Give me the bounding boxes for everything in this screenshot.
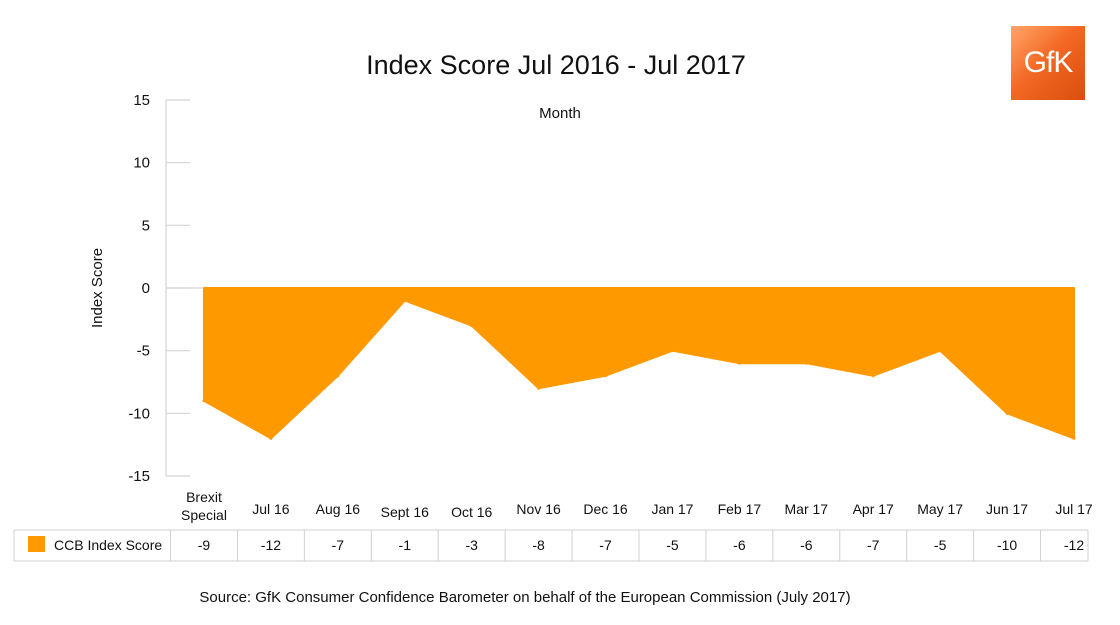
source-note: Source: GfK Consumer Confidence Baromete… bbox=[199, 589, 851, 606]
y-tick-label: -10 bbox=[128, 405, 150, 422]
gfk-logo: GfK bbox=[1011, 26, 1085, 100]
x-tick-label: Feb 17 bbox=[718, 501, 762, 517]
table-value: -8 bbox=[532, 537, 545, 553]
table-value: -3 bbox=[465, 537, 478, 553]
x-tick-label: May 17 bbox=[917, 501, 963, 517]
table-value: -1 bbox=[399, 537, 412, 553]
table-value: -5 bbox=[666, 537, 679, 553]
x-tick-label: Jun 17 bbox=[986, 501, 1028, 517]
y-tick-label: 15 bbox=[133, 92, 150, 109]
area-fill bbox=[203, 287, 1075, 440]
data-point bbox=[1005, 411, 1009, 415]
x-tick-label: Sept 16 bbox=[381, 504, 429, 520]
data-point bbox=[202, 399, 206, 403]
x-tick-label: Aug 16 bbox=[316, 501, 361, 517]
x-tick-label: Mar 17 bbox=[785, 501, 829, 517]
data-point bbox=[403, 299, 407, 303]
x-tick-label: Apr 17 bbox=[853, 501, 894, 517]
table-value: -9 bbox=[198, 537, 211, 553]
chart-title: Index Score Jul 2016 - Jul 2017 bbox=[366, 50, 746, 80]
table-value: -7 bbox=[867, 537, 880, 553]
data-point bbox=[604, 374, 608, 378]
area-chart: 15 10 5 0 -5 -10 -15 Brexit Special Jul 16 Aug 16… bbox=[13, 92, 1093, 562]
y-tick-label: 5 bbox=[142, 217, 150, 234]
data-table: Brexit Special Jul 16 Aug 16 Sept 16 Oct 16 No… bbox=[13, 489, 1093, 562]
y-tick-label: -5 bbox=[137, 343, 150, 360]
data-point bbox=[537, 386, 541, 390]
table-value: -6 bbox=[733, 537, 746, 553]
table-value: -5 bbox=[934, 537, 947, 553]
legend-swatch bbox=[28, 536, 45, 552]
legend-label: CCB Index Score bbox=[54, 537, 162, 553]
table-value: -10 bbox=[997, 537, 1017, 553]
table-value: -12 bbox=[1064, 537, 1084, 553]
area-series bbox=[202, 287, 1076, 440]
x-tick-label: Jul 16 bbox=[252, 501, 290, 517]
x-tick-label: Special bbox=[181, 507, 227, 523]
x-tick-label: Dec 16 bbox=[583, 501, 628, 517]
table-value: -6 bbox=[800, 537, 813, 553]
data-point bbox=[470, 324, 474, 328]
x-tick-label: Oct 16 bbox=[451, 504, 492, 520]
x-tick-label: Jul 17 bbox=[1055, 501, 1093, 517]
table-value: -12 bbox=[261, 537, 281, 553]
data-point bbox=[938, 349, 942, 353]
x-tick-label: Jan 17 bbox=[651, 501, 693, 517]
data-point bbox=[871, 374, 875, 378]
data-point bbox=[804, 361, 808, 365]
x-tick-label: Brexit bbox=[186, 489, 222, 505]
data-point bbox=[336, 374, 340, 378]
table-value: -7 bbox=[332, 537, 345, 553]
x-tick-label: Nov 16 bbox=[516, 501, 561, 517]
table-value: -7 bbox=[599, 537, 612, 553]
y-tick-label: 0 bbox=[142, 280, 150, 297]
y-tick-label: 10 bbox=[133, 155, 150, 172]
y-axis-label: Index Score bbox=[89, 248, 106, 328]
data-point bbox=[670, 349, 674, 353]
data-point bbox=[737, 361, 741, 365]
y-tick-label: -15 bbox=[128, 468, 150, 485]
data-point bbox=[269, 436, 273, 440]
x-axis-label: Month bbox=[539, 105, 581, 122]
data-point bbox=[1072, 436, 1076, 440]
